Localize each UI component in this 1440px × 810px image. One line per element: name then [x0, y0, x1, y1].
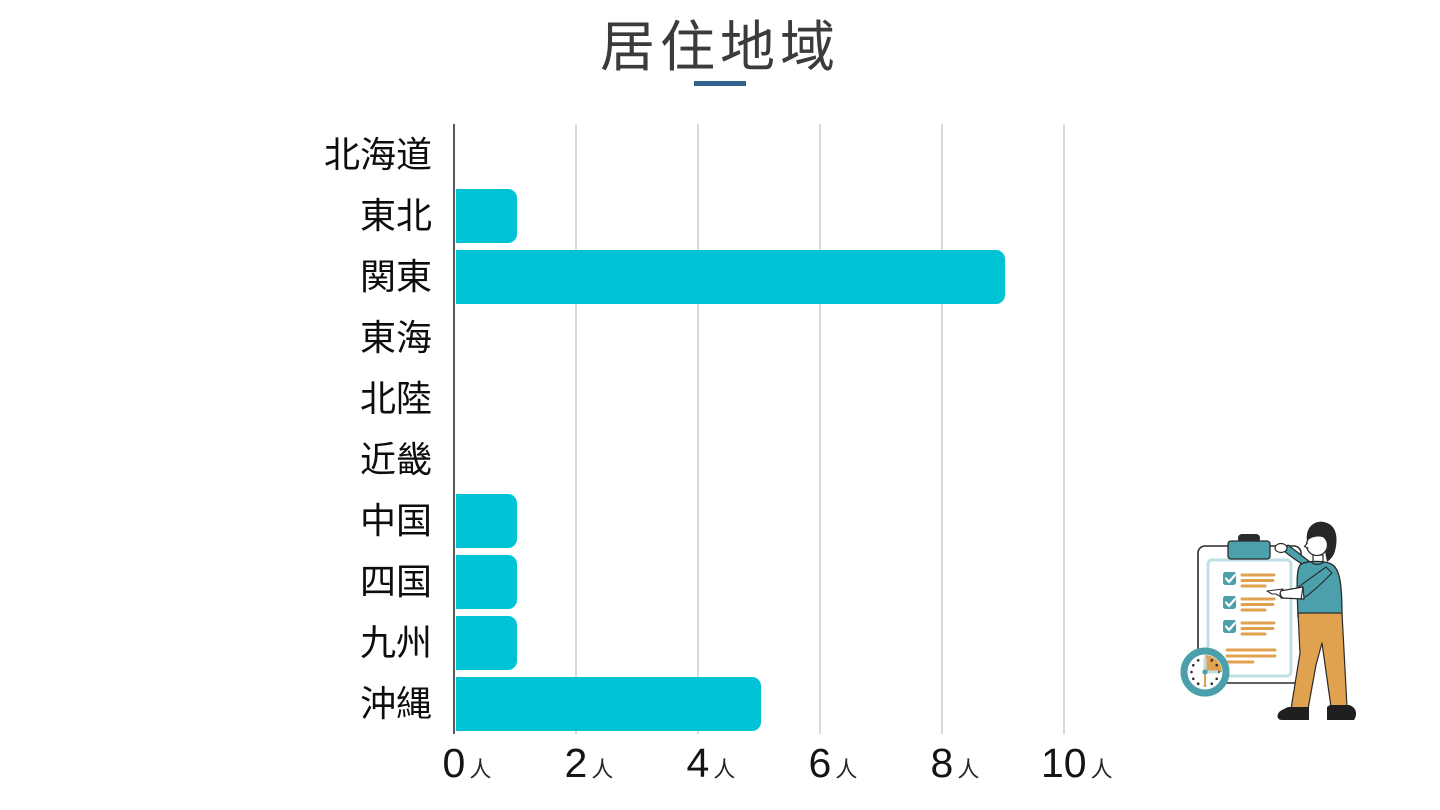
person-figure: [1266, 521, 1357, 720]
x-tick-value: 8: [930, 740, 954, 786]
category-label-東北: 東北: [359, 195, 432, 236]
bar-東北: [456, 188, 517, 243]
category-label-北海道: 北海道: [323, 134, 432, 175]
page-title: 居住地域: [599, 17, 840, 78]
title-underline-decoration: [694, 81, 746, 86]
category-axis-labels: 北海道東北関東東海北陸近畿中国四国九州沖縄: [0, 124, 432, 734]
bar-九州: [456, 615, 517, 670]
gridline-6: [819, 124, 821, 734]
bar-関東: [456, 249, 1005, 304]
clock-icon: [1180, 647, 1230, 697]
x-tick-value: 4: [686, 740, 710, 786]
gridline-8: [941, 124, 943, 734]
category-label-東海: 東海: [359, 317, 432, 358]
x-tick-unit: 人: [835, 757, 858, 782]
category-label-沖縄: 沖縄: [359, 683, 432, 724]
x-tick-unit: 人: [713, 757, 736, 782]
bar-沖縄: [456, 676, 761, 731]
clipboard-icon: [1197, 534, 1302, 684]
plot-area: [453, 124, 1065, 734]
category-label-関東: 関東: [359, 256, 432, 297]
bar-中国: [456, 493, 517, 548]
x-tick-label-10: 10 人: [1041, 741, 1113, 785]
category-label-北陸: 北陸: [359, 378, 432, 419]
category-label-四国: 四国: [359, 561, 432, 602]
gridline-2: [575, 124, 577, 734]
checklist-illustration: [1180, 521, 1357, 720]
x-tick-value: 2: [564, 740, 588, 786]
bar-四国: [456, 554, 517, 609]
x-tick-value: 10: [1041, 740, 1087, 786]
x-tick-value: 0: [442, 740, 466, 786]
checklist-rows: [1223, 572, 1277, 664]
x-tick-unit: 人: [1090, 757, 1113, 782]
x-axis-labels: 0 人 2 人 4 人 6 人 8 人 10 人: [0, 741, 1440, 801]
x-tick-unit: 人: [957, 757, 980, 782]
x-tick-value: 6: [808, 740, 832, 786]
gridline-10: [1063, 124, 1065, 734]
category-label-近畿: 近畿: [359, 439, 432, 480]
y-axis-line: [453, 124, 455, 734]
category-label-九州: 九州: [359, 622, 432, 663]
gridline-4: [697, 124, 699, 734]
x-tick-unit: 人: [469, 757, 492, 782]
x-tick-unit: 人: [591, 757, 614, 782]
category-label-中国: 中国: [359, 500, 432, 541]
